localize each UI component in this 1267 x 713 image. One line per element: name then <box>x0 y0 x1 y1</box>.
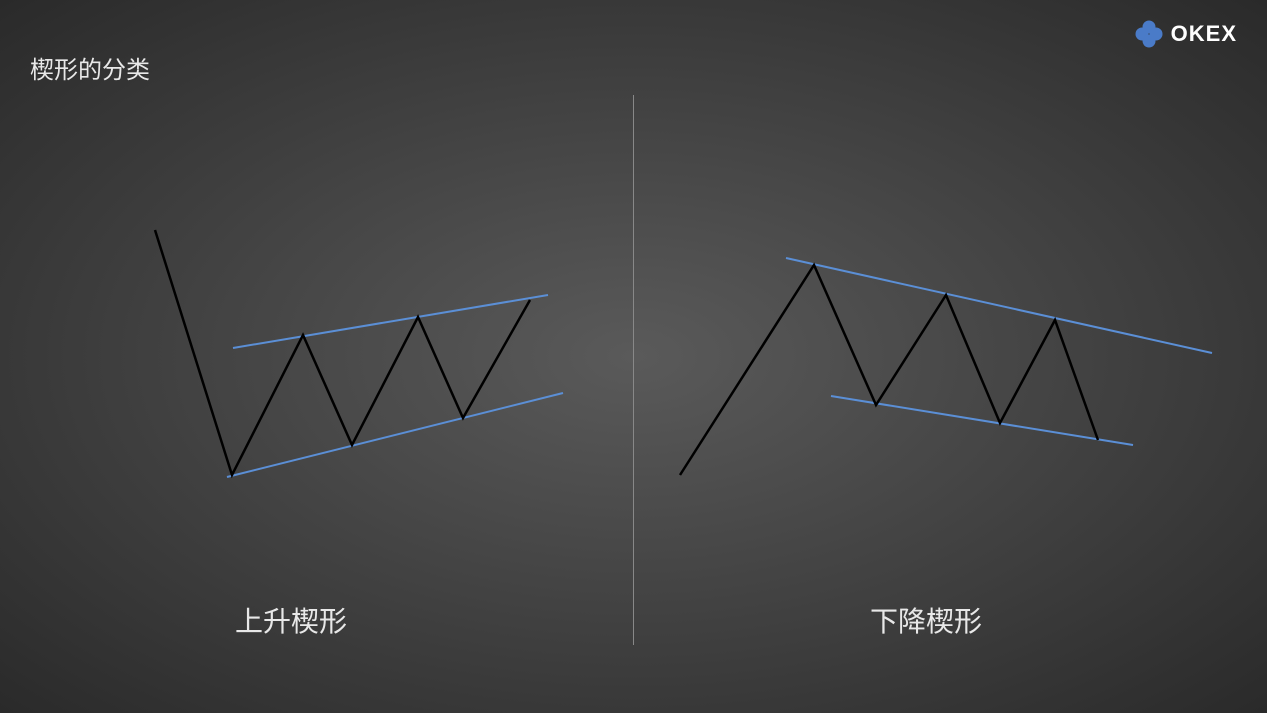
falling-wedge-caption: 下降楔形 <box>870 600 982 640</box>
rising-wedge-caption: 上升楔形 <box>235 600 347 640</box>
falling-wedge-price-path <box>680 265 1098 475</box>
falling-wedge-group <box>680 258 1212 475</box>
rising-wedge-price-path <box>155 230 530 475</box>
wedge-diagrams-svg <box>0 0 1267 713</box>
rising-wedge-lower-trendline <box>227 393 563 477</box>
rising-wedge-upper-trendline <box>233 295 548 348</box>
rising-wedge-group <box>155 230 563 477</box>
falling-wedge-upper-trendline <box>786 258 1212 353</box>
